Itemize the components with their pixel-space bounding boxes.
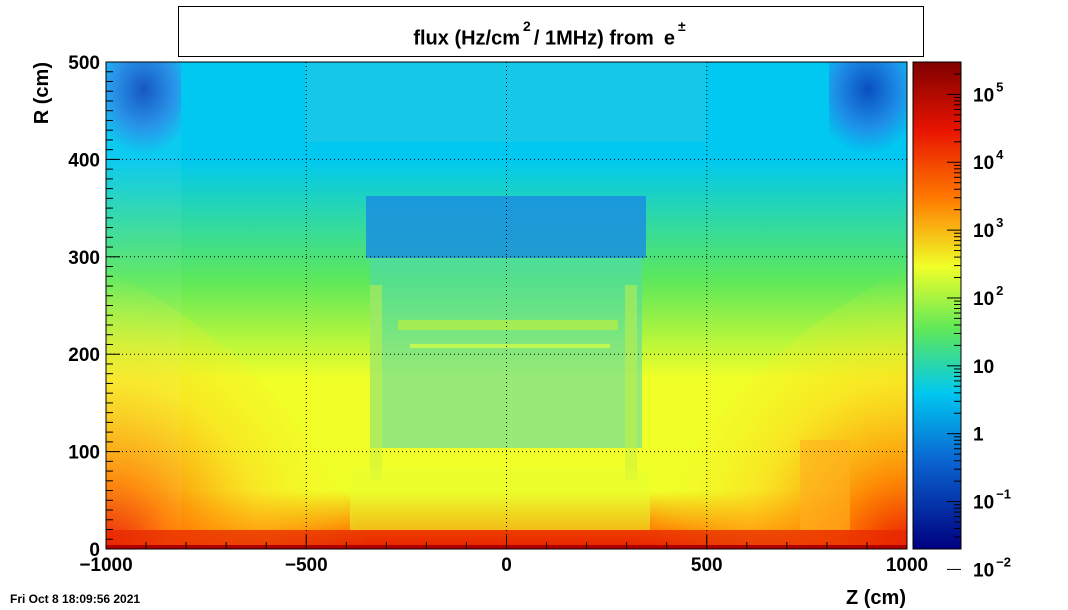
colorbar (912, 61, 962, 550)
chart-title-box: flux (Hz/cm2/ 1MHz) from e± (178, 6, 924, 57)
heatmap-inner-detector-body (370, 258, 642, 448)
heatmap-left-edge-band (106, 62, 181, 549)
timestamp: Fri Oct 8 18:09:56 2021 (10, 592, 141, 606)
colorbar-tick-label: 10 2 (973, 283, 1003, 310)
x-tick-label: −1000 (79, 555, 132, 576)
colorbar-tick-label: 10 4 (973, 147, 1004, 174)
y-tick-label: 400 (68, 150, 100, 171)
x-tick-labels: −1000 −500 0 500 1000 (79, 555, 928, 576)
y-tick-label: 500 (68, 53, 100, 74)
colorbar-tick-label: 10 3 (973, 215, 1003, 242)
x-tick-label: −500 (285, 555, 328, 576)
colorbar-tick-label: 10 5 (973, 79, 1003, 106)
colorbar-tick-label: 10 −1 (973, 487, 1011, 514)
x-tick-label: 1000 (886, 555, 928, 576)
heatmap-right-structure (800, 440, 850, 530)
heatmap-central-yellow (350, 470, 650, 530)
y-axis-label: R (cm) (31, 62, 53, 124)
y-tick-label: 200 (68, 345, 100, 366)
heatmap-left-hotspot (106, 270, 370, 549)
heatmap-left-blue-corner (106, 62, 181, 154)
colorbar-tick-label: 10 (973, 357, 994, 378)
heatmap-right-blue-corner (829, 62, 907, 154)
plot-area (106, 62, 907, 549)
chart-title: flux (Hz/cm2/ 1MHz) from e± (413, 18, 686, 50)
x-tick-label: 500 (691, 555, 723, 576)
colorbar-tick-label: 10 −2 (973, 554, 1011, 581)
y-tick-label: 300 (68, 248, 100, 269)
y-tick-labels: 0 100 200 300 400 500 (68, 53, 100, 561)
y-tick-label: 0 (89, 540, 100, 561)
grid-lines (106, 62, 907, 549)
x-axis-label: Z (cm) (846, 587, 906, 609)
x-tick-label: 0 (501, 555, 512, 576)
heatmap-inner-left-wall (370, 285, 382, 480)
heatmap-inner-right-wall (625, 285, 637, 480)
axis-ticks (105, 61, 908, 550)
heatmap-inner-detector-frame-2 (410, 344, 610, 348)
heatmap-inner-detector-frame (398, 320, 618, 330)
colorbar-tick-label: 1 (973, 425, 984, 446)
y-tick-label: 100 (68, 443, 100, 464)
